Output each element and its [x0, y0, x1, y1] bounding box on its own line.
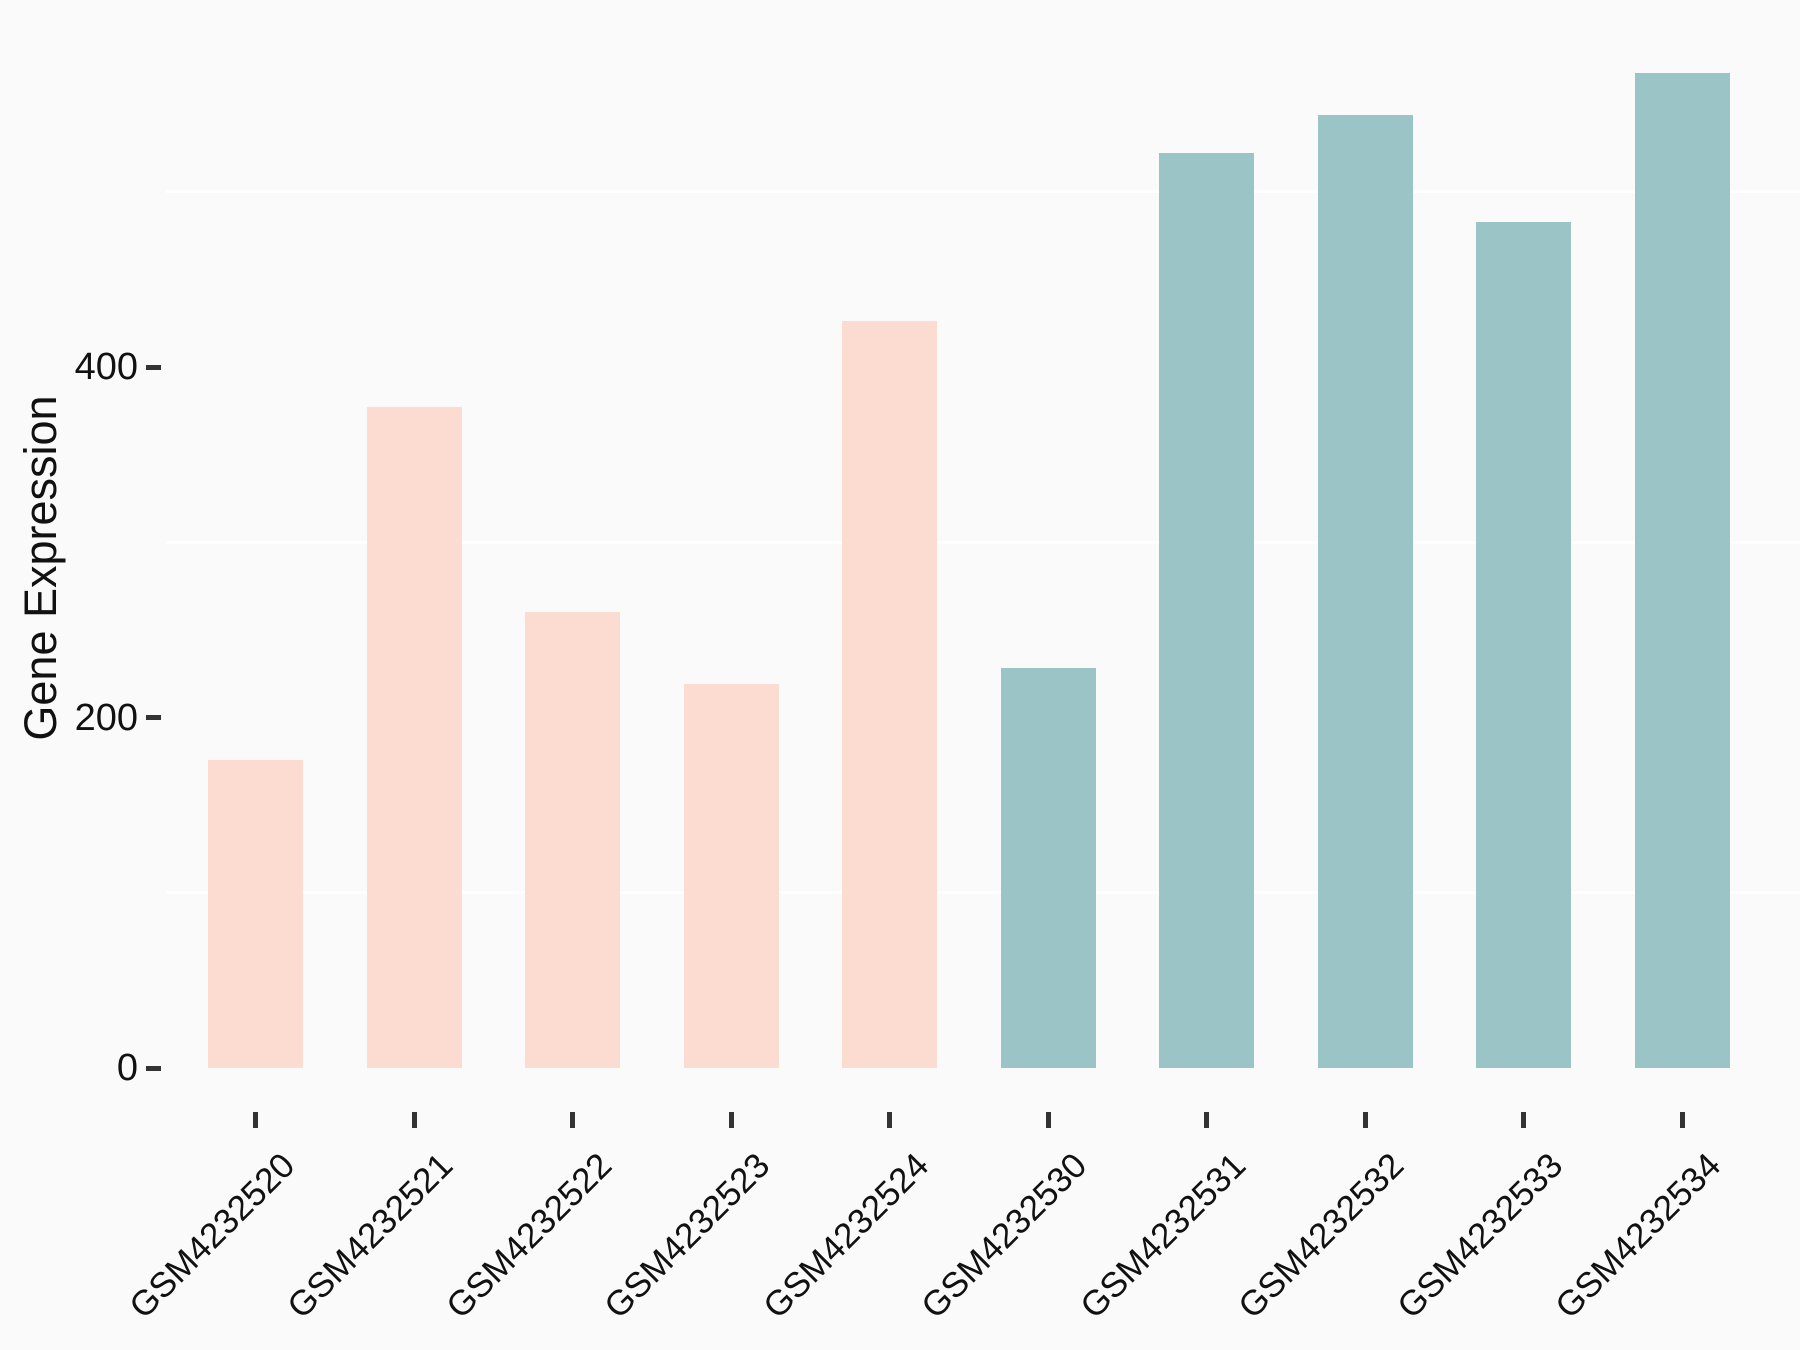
x-tick-mark: [253, 1112, 258, 1128]
x-tick-mark: [1204, 1112, 1209, 1128]
y-tick-label: 0: [116, 1047, 138, 1089]
minor-gridline: [166, 190, 1800, 194]
minor-gridline: [166, 891, 1800, 895]
y-tick-mark: [146, 715, 161, 720]
bar: [1000, 668, 1096, 1068]
bar: [683, 684, 779, 1068]
x-tick-mark: [887, 1112, 892, 1128]
y-tick-mark: [146, 364, 161, 370]
x-tick-mark: [728, 1112, 734, 1128]
bar: [1159, 153, 1254, 1068]
x-tick-mark: [1045, 1112, 1051, 1128]
y-tick-mark: [146, 1065, 161, 1071]
bar: [1317, 114, 1413, 1068]
minor-gridline: [166, 540, 1800, 544]
x-tick-mark: [1679, 1112, 1685, 1128]
bar: [1634, 72, 1730, 1068]
bar: [525, 612, 620, 1068]
y-tick-label: 400: [74, 346, 138, 388]
x-tick-mark: [411, 1112, 417, 1128]
y-axis-title: Gene Expression: [15, 395, 66, 741]
x-tick-mark: [1521, 1112, 1526, 1128]
bar: [1476, 221, 1571, 1068]
y-tick-label: 200: [74, 696, 138, 739]
bar: [842, 321, 937, 1068]
x-tick-mark: [570, 1112, 575, 1128]
bar: [208, 759, 303, 1068]
bar: [366, 407, 462, 1068]
x-tick-mark: [1362, 1112, 1368, 1128]
